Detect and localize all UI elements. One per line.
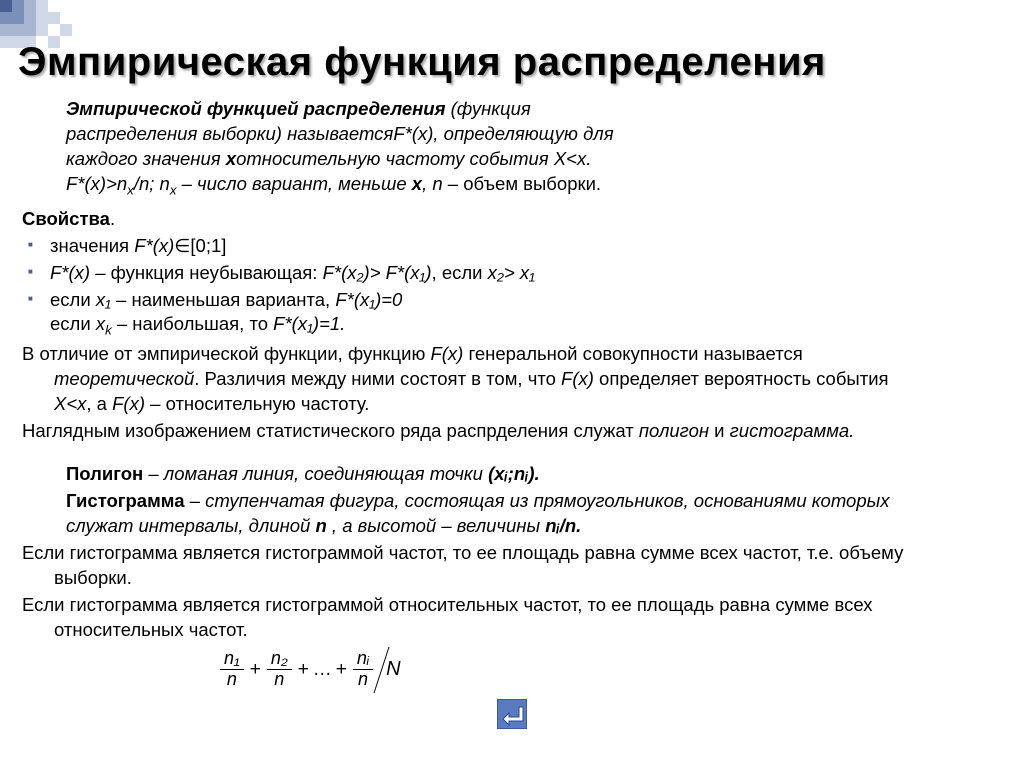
paragraph-theoretical: В отличие от эмпирической функции, функц… (22, 342, 1006, 417)
formula: n₁n + n₂n + … + nᵢn N (218, 647, 1006, 693)
properties-list: значения F*(x)∈[0;1] F*(x) – функция неу… (22, 234, 1006, 341)
property-item: F*(x) – функция неубывающая: F*(x₂)> F*(… (22, 261, 1006, 286)
spacer (22, 446, 1006, 460)
paragraph-polygon-hist: Наглядным изображением статистического р… (22, 419, 1006, 444)
definition-block: Эмпирической функцией распределения (фун… (66, 97, 1006, 200)
page-title: Эмпирическая функция распределения (18, 40, 1006, 85)
slide-content: Эмпирическая функция распределения Эмпир… (18, 40, 1006, 729)
return-button[interactable] (497, 699, 527, 729)
properties-heading: Свойства. (22, 208, 1006, 230)
property-item: значения F*(x)∈[0;1] (22, 234, 1006, 259)
paragraph-area-freq: Если гистограмма является гистограммой ч… (22, 541, 1006, 591)
histogram-def: Гистограмма – ступенчатая фигура, состоя… (66, 489, 1006, 539)
return-icon (501, 703, 525, 727)
def-term: Эмпирической функцией распределения (66, 98, 451, 119)
paragraph-area-relfreq: Если гистограмма является гистограммой о… (22, 593, 1006, 643)
property-item: если x₁ – наименьшая варианта, F*(x₁)=0 … (22, 288, 1006, 341)
polygon-def: Полигон – ломаная линия, соединяющая точ… (66, 462, 1006, 487)
